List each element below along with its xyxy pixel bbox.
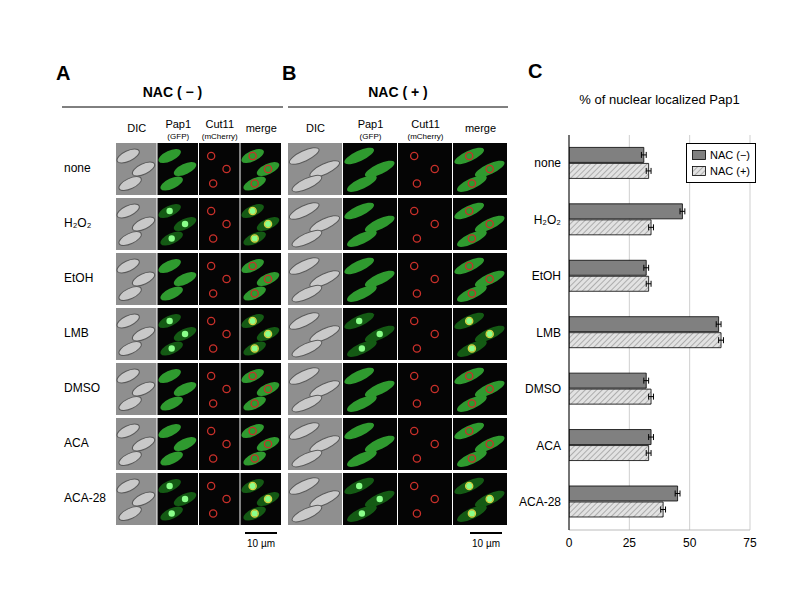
svg-text:75: 75 bbox=[743, 536, 757, 550]
svg-text:none: none bbox=[534, 156, 561, 170]
svg-text:(GFP): (GFP) bbox=[360, 132, 382, 141]
svg-text:LMB: LMB bbox=[536, 326, 561, 340]
svg-text:H₂O₂: H₂O₂ bbox=[534, 213, 562, 227]
svg-text:EtOH: EtOH bbox=[532, 269, 561, 283]
svg-text:0: 0 bbox=[566, 536, 573, 550]
svg-text:50: 50 bbox=[683, 536, 697, 550]
svg-text:Pap1: Pap1 bbox=[165, 118, 191, 130]
html-text:NAC (−): NAC (−) bbox=[710, 149, 750, 161]
html-text:% of nuclear localized Pap1: % of nuclear localized Pap1 bbox=[579, 92, 740, 107]
svg-text:ACA: ACA bbox=[536, 439, 561, 453]
svg-text:Cut11: Cut11 bbox=[411, 118, 440, 130]
svg-text:Cut11: Cut11 bbox=[205, 118, 234, 130]
svg-text:none: none bbox=[64, 161, 91, 175]
svg-text:A: A bbox=[56, 62, 70, 84]
svg-text:(mCherry): (mCherry) bbox=[202, 132, 238, 141]
svg-text:ACA: ACA bbox=[64, 436, 89, 450]
svg-text:merge: merge bbox=[246, 122, 277, 134]
svg-text:DIC: DIC bbox=[127, 122, 146, 134]
svg-text:Pap1: Pap1 bbox=[358, 118, 384, 130]
svg-text:10 µm: 10 µm bbox=[472, 538, 500, 549]
svg-text:LMB: LMB bbox=[64, 326, 89, 340]
svg-text:25: 25 bbox=[623, 536, 637, 550]
html-text:NAC (+): NAC (+) bbox=[710, 165, 750, 177]
svg-text:(GFP): (GFP) bbox=[167, 132, 189, 141]
svg-text:NAC ( − ): NAC ( − ) bbox=[143, 84, 203, 100]
svg-text:ACA-28: ACA-28 bbox=[519, 495, 561, 509]
svg-text:DMSO: DMSO bbox=[525, 382, 561, 396]
svg-text:H₂O₂: H₂O₂ bbox=[64, 216, 92, 230]
svg-text:merge: merge bbox=[465, 122, 496, 134]
svg-text:DMSO: DMSO bbox=[64, 381, 100, 395]
svg-text:ACA-28: ACA-28 bbox=[64, 491, 106, 505]
svg-text:B: B bbox=[282, 62, 296, 84]
svg-text:(mCherry): (mCherry) bbox=[408, 132, 444, 141]
svg-text:DIC: DIC bbox=[306, 122, 325, 134]
svg-text:NAC ( + ): NAC ( + ) bbox=[368, 84, 428, 100]
svg-text:EtOH: EtOH bbox=[64, 271, 93, 285]
html-text:C: C bbox=[528, 60, 543, 82]
svg-text:10 µm: 10 µm bbox=[247, 538, 275, 549]
